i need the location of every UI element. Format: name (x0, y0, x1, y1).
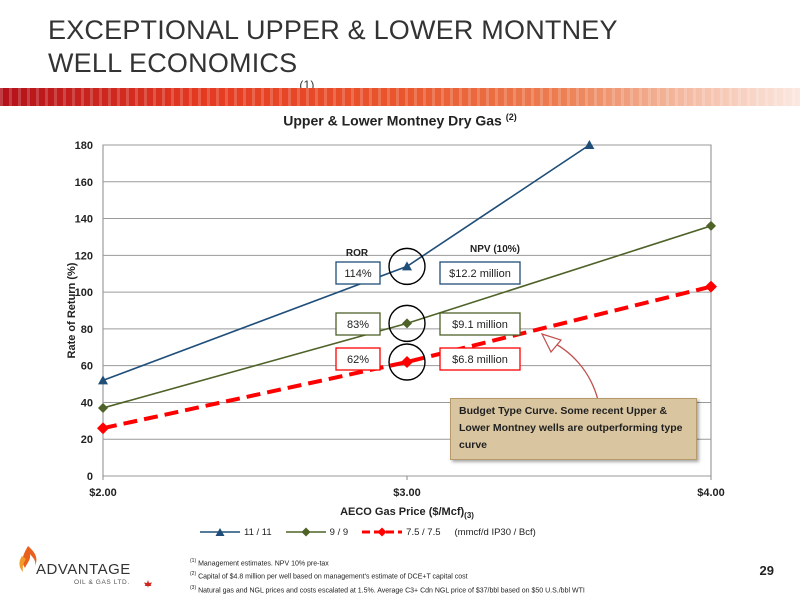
series-point-9-9-2 (706, 220, 716, 231)
flame-icon (19, 546, 37, 572)
legend-label-11-11: 11 / 11 (244, 526, 272, 538)
series-point-11-11-1 (402, 261, 412, 271)
logo-wordmark: ADVANTAGE (36, 561, 131, 578)
x-tick-label-0: $2.00 (89, 487, 117, 499)
y-tick-label-20: 20 (81, 434, 93, 446)
y-tick-label-160: 160 (75, 177, 93, 189)
ror-box-0 (335, 261, 381, 285)
highlight-circle-2 (388, 343, 426, 381)
npv-header: NPV (10%) (470, 244, 520, 255)
series-point-7-5-7-5-2 (705, 280, 717, 293)
npv-value-1: $9.1 million (452, 319, 508, 331)
series-point-7-5-7-5-1 (401, 355, 413, 368)
y-tick-label-180: 180 (75, 140, 93, 152)
maple-leaf-icon (144, 580, 152, 588)
highlight-circle-1 (388, 304, 426, 343)
company-logo: ADVANTAGE OIL & GAS LTD. (8, 544, 158, 592)
y-tick-label-80: 80 (81, 324, 93, 336)
chart-legend: 11 / 11 9 / 9 7.5 / 7.5 (mmcf/d IP30 / B… (200, 524, 536, 540)
y-tick-label-40: 40 (81, 397, 93, 409)
npv-box-0 (439, 261, 521, 285)
callout-arrow-line (547, 339, 599, 401)
legend-item-9-9: 9 / 9 (285, 526, 349, 538)
footnote-3: (3) Natural gas and NGL prices and costs… (190, 584, 585, 594)
highlight-circle-0 (388, 247, 426, 286)
ror-box-1 (335, 312, 381, 336)
x-axis-title: AECO Gas Price ($/Mcf)(3) (340, 506, 474, 520)
callout-arrow-head (540, 333, 563, 354)
ror-header: ROR (346, 248, 369, 259)
footnote-1: (1) Management estimates. NPV 10% pre-ta… (190, 558, 329, 568)
slide-title: EXCEPTIONAL UPPER & LOWER MONTNEY WELL E… (48, 15, 618, 92)
chart-title-footnote-ref: (2) (505, 112, 517, 122)
header-stripe (0, 88, 800, 106)
y-axis-title: Rate of Return (%) (66, 262, 78, 358)
x-axis-title-footnote-ref: (3) (464, 511, 474, 520)
legend-label-7-5: 7.5 / 7.5 (406, 526, 441, 538)
npv-box-2 (439, 347, 521, 371)
legend-item-11-11: 11 / 11 (200, 527, 272, 538)
series-point-9-9-0 (98, 402, 108, 413)
series-point-9-9-1 (402, 318, 412, 329)
y-tick-label-120: 120 (75, 250, 93, 262)
y-tick-label-0: 0 (87, 471, 93, 483)
npv-box-1 (439, 312, 521, 336)
series-point-11-11-0 (98, 375, 108, 385)
series-point-7-5-7-5-0 (97, 422, 109, 435)
legend-item-7-5: 7.5 / 7.5 (362, 526, 441, 538)
legend-label-9-9: 9 / 9 (329, 526, 349, 538)
chart-title: Upper & Lower Montney Dry Gas (2) (283, 112, 517, 129)
y-tick-label-60: 60 (81, 361, 93, 373)
footnotes: (1) Management estimates. NPV 10% pre-ta… (190, 556, 585, 596)
budget-type-curve-callout: Budget Type Curve. Some recent Upper & L… (450, 398, 697, 460)
legend-swatch-11-11 (200, 528, 240, 536)
legend-units-note: (mmcf/d IP30 / Bcf) (454, 526, 536, 538)
page-number: 29 (759, 563, 774, 578)
legend-swatch-7-5 (362, 527, 403, 537)
x-tick-label-1: $3.00 (393, 487, 421, 499)
ror-value-1: 83% (347, 319, 369, 331)
npv-value-2: $6.8 million (452, 354, 508, 366)
ror-box-2 (335, 347, 381, 371)
legend-swatch-9-9 (285, 527, 326, 537)
y-tick-label-140: 140 (75, 214, 93, 226)
logo-subtitle: OIL & GAS LTD. (74, 579, 130, 586)
series-point-11-11-2 (584, 140, 595, 149)
ror-value-2: 62% (347, 354, 369, 366)
footnote-2: (2) Capital of $4.8 million per well bas… (190, 571, 468, 581)
x-tick-label-2: $4.00 (697, 487, 725, 499)
ror-value-0: 114% (344, 268, 372, 280)
y-tick-label-100: 100 (75, 287, 93, 299)
npv-value-0: $12.2 million (449, 268, 511, 280)
